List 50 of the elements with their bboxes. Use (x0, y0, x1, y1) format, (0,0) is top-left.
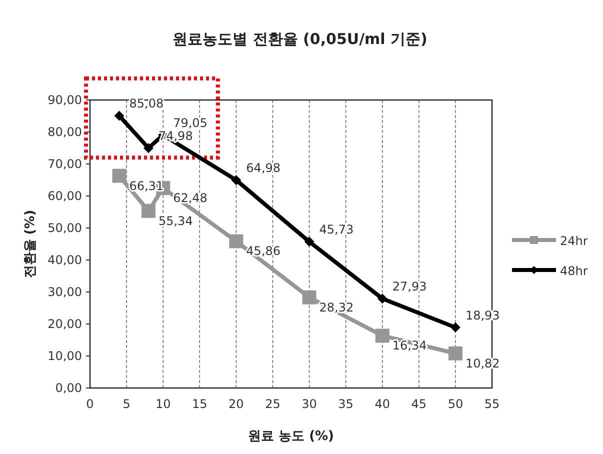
y-tick-label: 50,00 (48, 221, 82, 235)
legend-label: 48hr (560, 264, 588, 278)
y-tick-label: 20,00 (48, 317, 82, 331)
x-tick-label: 40 (374, 397, 390, 411)
data-label: 66,31 (129, 178, 164, 193)
legend-label: 24hr (560, 234, 588, 248)
y-tick-label: 0,00 (55, 381, 82, 395)
chart-title: 원료농도별 전환율 (0,05U/ml 기준) (172, 30, 428, 48)
y-tick-label: 70,00 (48, 157, 82, 171)
x-tick-label: 25 (265, 397, 280, 411)
data-label: 85,08 (129, 96, 164, 111)
x-axis-title: 원료 농도 (%) (248, 429, 334, 444)
data-label: 16,34 (392, 338, 427, 353)
data-label: 45,73 (319, 222, 354, 237)
data-label: 62,48 (173, 191, 208, 206)
data-label: 55,34 (158, 214, 193, 228)
data-label: 64,98 (246, 161, 281, 176)
point (302, 290, 316, 304)
data-label: 79,05 (173, 116, 208, 130)
x-tick-label: 55 (484, 397, 500, 411)
y-axis-title: 전환율 (%) (23, 210, 38, 278)
point (112, 168, 126, 183)
point (375, 328, 390, 343)
y-tick-label: 80,00 (48, 125, 82, 139)
point (448, 346, 462, 360)
x-tick-label: 5 (122, 397, 130, 411)
point (377, 294, 388, 304)
x-tick-label: 35 (338, 397, 354, 411)
y-tick-label: 10,00 (48, 349, 82, 363)
y-tick-label: 60,00 (48, 189, 82, 203)
point (231, 175, 242, 186)
data-label: 28,32 (319, 300, 354, 314)
data-label: 45,86 (246, 244, 281, 258)
x-tick-label: 15 (192, 397, 208, 411)
y-tick-label: 30,00 (48, 285, 82, 299)
y-tick-label: 40,00 (48, 253, 82, 267)
y-tick-label: 90,00 (48, 93, 82, 107)
point (229, 234, 244, 248)
x-tick-label: 45 (411, 397, 427, 411)
point (304, 236, 314, 247)
x-tick-label: 50 (448, 397, 464, 411)
point (141, 204, 156, 218)
x-tick-label: 0 (86, 397, 94, 411)
x-tick-label: 10 (155, 397, 171, 411)
point (143, 143, 154, 154)
x-tick-label: 20 (228, 397, 244, 411)
point (450, 322, 460, 332)
x-tick-label: 30 (302, 397, 317, 411)
point (114, 110, 124, 121)
data-label: 27,93 (392, 280, 427, 294)
